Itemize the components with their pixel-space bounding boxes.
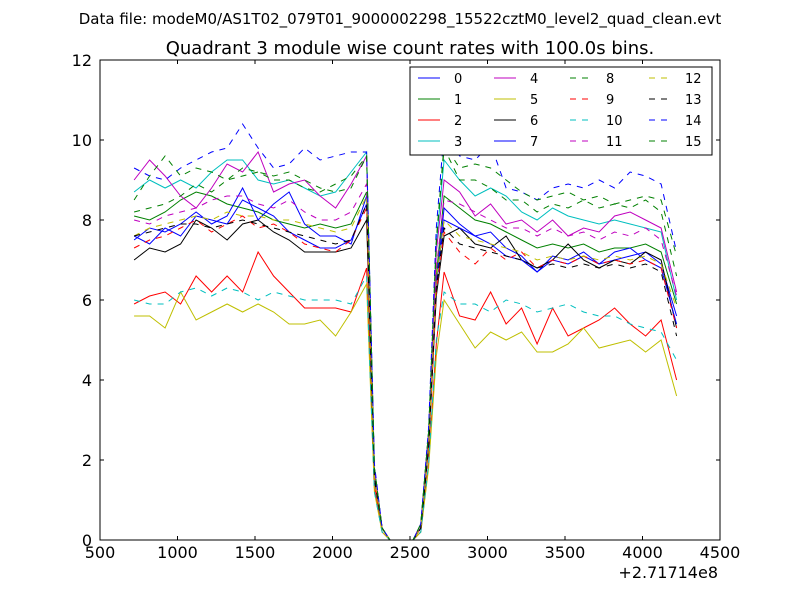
series-line-12: [133, 195, 678, 541]
legend-label-2: 2: [454, 114, 462, 129]
series-line-0: [133, 199, 678, 541]
legend-label-3: 3: [454, 135, 462, 150]
legend-label-1: 1: [454, 93, 462, 108]
legend-box: [409, 66, 713, 156]
plot-lines: [133, 123, 678, 541]
x-tick-label: 3500: [545, 543, 586, 562]
series-line-1: [133, 191, 678, 541]
x-tick-label: 4000: [622, 543, 663, 562]
y-tick-label: 12: [72, 51, 92, 70]
y-tick-label: 2: [82, 451, 92, 470]
legend-label-5: 5: [530, 93, 538, 108]
legend-label-13: 13: [685, 93, 702, 108]
series-line-10: [133, 274, 678, 541]
series-line-11: [133, 182, 678, 541]
legend-label-10: 10: [606, 114, 623, 129]
x-tick-label: 500: [85, 543, 116, 562]
legend-label-9: 9: [606, 93, 614, 108]
x-tick-label: 1000: [157, 543, 198, 562]
series-line-4: [133, 150, 678, 541]
series-line-8: [133, 146, 678, 541]
y-tick-label: 0: [82, 531, 92, 550]
chart-suptitle: Data file: modeM0/AS1T02_079T01_90000022…: [79, 10, 722, 29]
y-tick-label: 10: [72, 131, 92, 150]
legend-label-6: 6: [530, 114, 538, 129]
x-tick-label: 4500: [700, 543, 741, 562]
legend-label-12: 12: [685, 72, 702, 87]
y-tick-label: 8: [82, 211, 92, 230]
legend-label-8: 8: [606, 72, 614, 87]
legend-label-14: 14: [685, 114, 702, 129]
series-line-15: [133, 142, 678, 541]
x-tick-label: 2000: [312, 543, 353, 562]
legend-label-4: 4: [530, 72, 538, 87]
legend-label-7: 7: [530, 135, 538, 150]
x-tick-label: 2500: [390, 543, 431, 562]
series-line-3: [133, 150, 678, 541]
series-line-6: [133, 218, 678, 541]
y-tick-label: 6: [82, 291, 92, 310]
series-line-7: [133, 186, 678, 541]
series-line-14: [133, 123, 678, 541]
legend-label-15: 15: [685, 135, 702, 150]
y-tick-label: 4: [82, 371, 92, 390]
legend-label-0: 0: [454, 72, 462, 87]
x-tick-label: 3000: [467, 543, 508, 562]
x-tick-label: 1500: [235, 543, 276, 562]
legend-label-11: 11: [606, 135, 623, 150]
series-line-13: [133, 203, 678, 541]
x-offset-label: +2.71714e8: [618, 563, 718, 582]
series-line-9: [133, 207, 678, 541]
chart-title: Quadrant 3 module wise count rates with …: [166, 38, 655, 59]
x-axis: 500 1000 1500 2000 2500 3000 3500 4000 4500: [85, 60, 741, 562]
series-line-2: [133, 250, 678, 541]
